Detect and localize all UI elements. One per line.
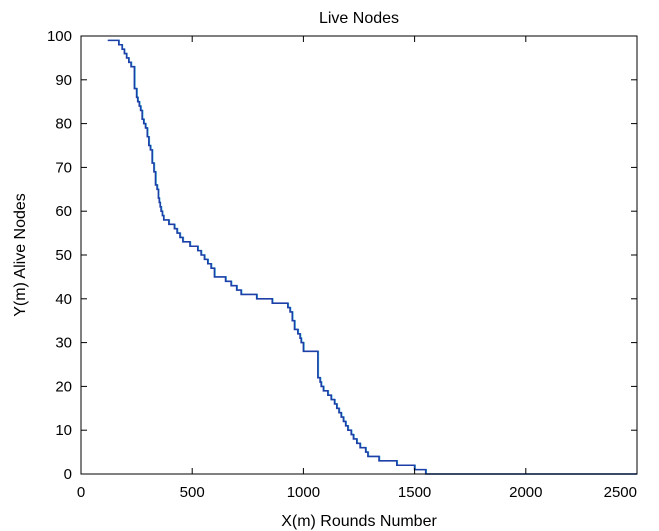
x-axis-ticks: 0 500 1000 1500 2000 2500 (77, 36, 638, 501)
y-tick-label: 100 (47, 28, 72, 45)
y-tick-label: 50 (55, 247, 72, 264)
series-layer (107, 39, 637, 475)
alive-nodes-series-line (107, 39, 637, 475)
x-axis-title: X(m) Rounds Number (281, 513, 437, 530)
y-tick-label: 0 (64, 466, 72, 483)
x-tick-label: 1500 (398, 484, 431, 501)
y-tick-label: 30 (55, 335, 72, 352)
y-tick-label: 20 (55, 378, 72, 395)
x-tick-label: 500 (180, 484, 205, 501)
y-tick-label: 80 (55, 116, 72, 133)
y-tick-label: 10 (55, 422, 72, 439)
y-axis-ticks: 0 10 20 30 40 50 60 70 80 90 100 (47, 28, 637, 483)
y-tick-label: 90 (55, 72, 72, 89)
y-axis-title: Y(m) Alive Nodes (12, 193, 29, 317)
chart-title: Live Nodes (319, 10, 399, 27)
y-tick-label: 60 (55, 203, 72, 220)
x-tick-label: 2500 (604, 484, 637, 501)
x-tick-label: 2000 (509, 484, 542, 501)
y-tick-label: 70 (55, 159, 72, 176)
y-tick-label: 40 (55, 291, 72, 308)
x-tick-label: 1000 (287, 484, 320, 501)
x-tick-label: 0 (77, 484, 85, 501)
